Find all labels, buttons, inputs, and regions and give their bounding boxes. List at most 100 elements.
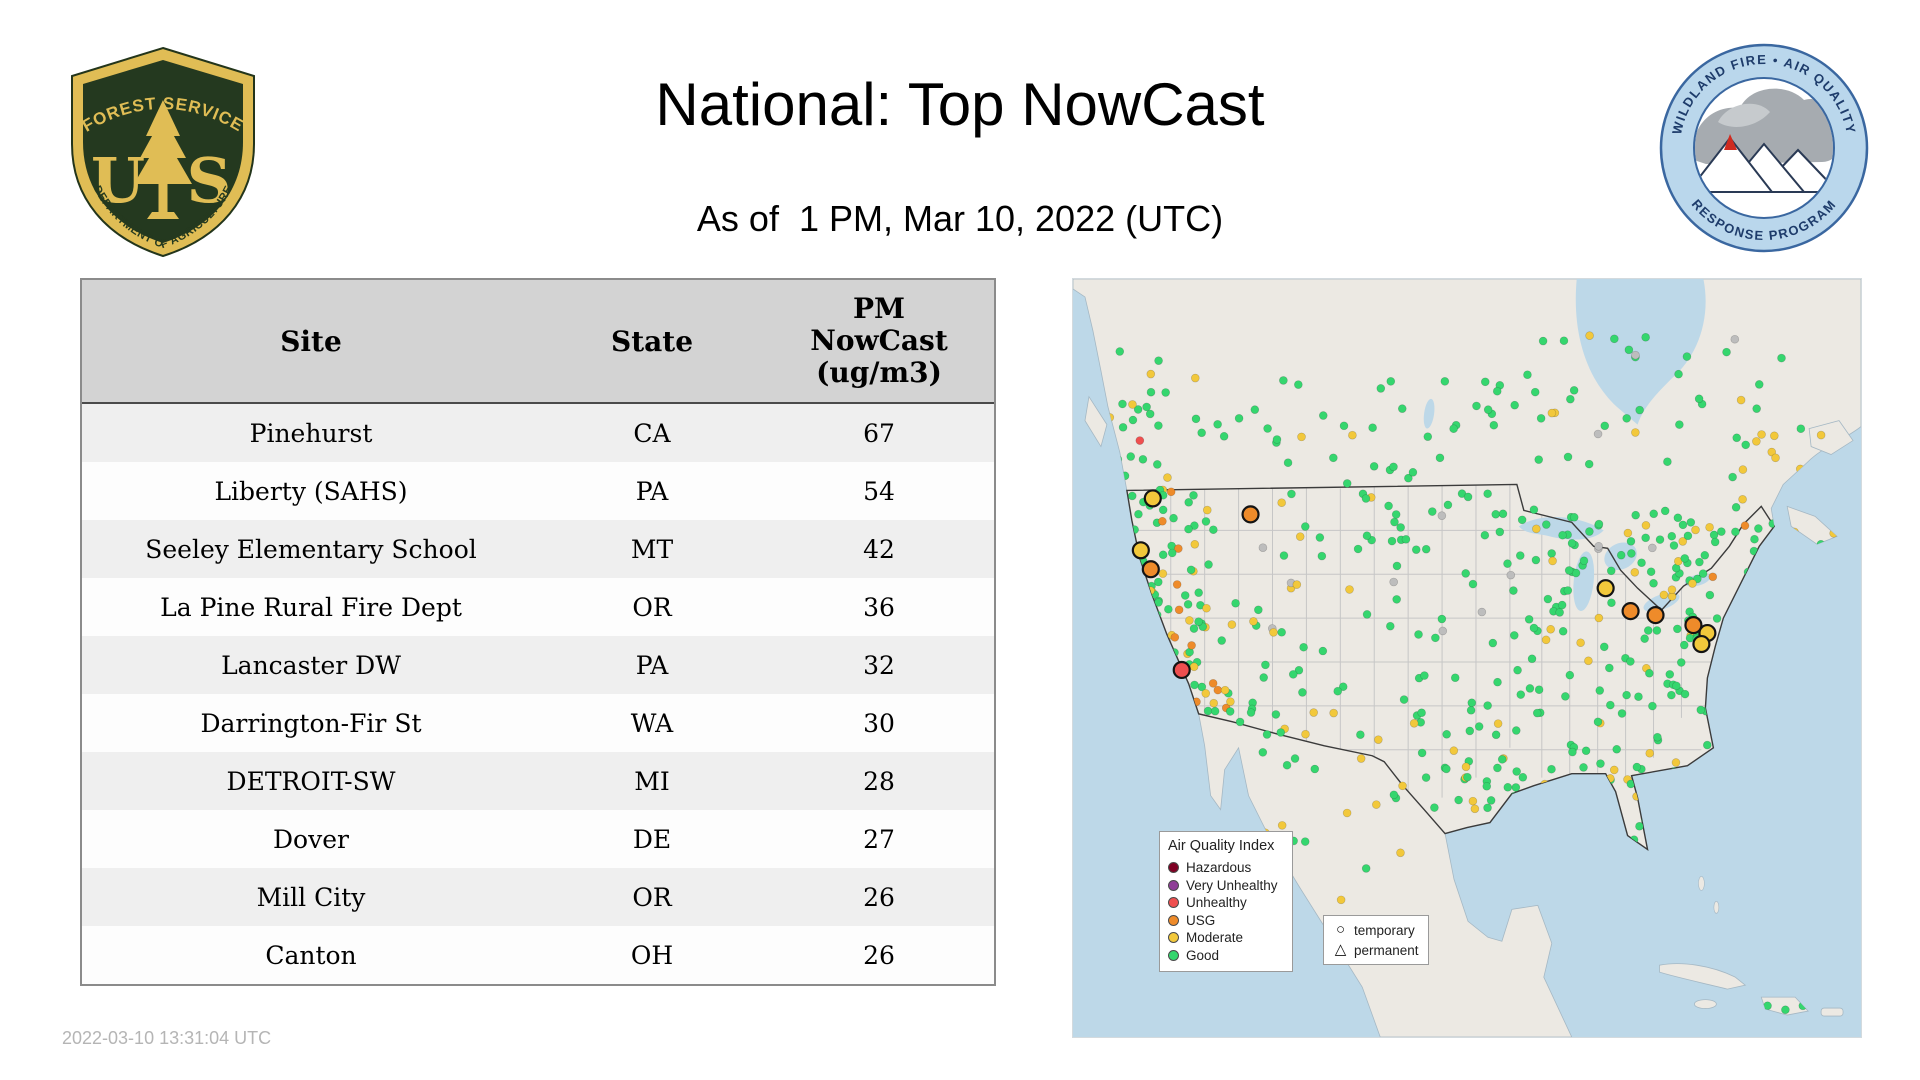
aqi-site-dot <box>1180 591 1190 600</box>
aqi-site-dot <box>1640 634 1649 643</box>
table-row: Mill City OR 26 <box>82 868 994 926</box>
aqi-site-dot <box>1517 515 1527 525</box>
aqi-site-dot <box>1263 424 1272 433</box>
aqi-site-dot <box>1213 685 1223 695</box>
aqi-site-dot <box>1616 550 1626 560</box>
aqi-site-dot <box>1209 698 1219 708</box>
aqi-site-dot <box>1816 430 1826 440</box>
aqi-site-dot <box>1301 522 1310 531</box>
aqi-site-dot <box>1536 414 1546 423</box>
site-cell: Lancaster DW <box>221 650 401 680</box>
aqi-site-dot <box>1391 510 1401 519</box>
aqi-site-dot <box>1558 626 1568 636</box>
aqi-site-dot <box>1336 895 1346 905</box>
aqi-site-dot <box>1738 495 1747 504</box>
aqi-site-dot <box>1174 544 1183 553</box>
aqi-site-dot <box>1606 566 1616 576</box>
aqi-site-dot <box>1679 640 1689 650</box>
table-row: Liberty (SAHS) PA 54 <box>82 462 994 520</box>
aqi-site-dot <box>1261 660 1270 670</box>
aqi-site-dot <box>1342 479 1352 488</box>
aqi-site-dot <box>1483 405 1493 414</box>
aqi-site-dot <box>1279 376 1288 385</box>
aqi-site-dot <box>1271 710 1281 719</box>
aqi-site-dot <box>1133 405 1143 414</box>
aqi-site-dot <box>1398 781 1407 791</box>
aqi-site-dot <box>1345 585 1354 594</box>
table-header: Site State PM NowCast (ug/m3) <box>82 280 994 404</box>
aqi-site-dot <box>1691 525 1700 535</box>
aqi-site-dot <box>1329 453 1338 463</box>
aqi-site-dot <box>1386 621 1395 631</box>
aqi-site-dot <box>1203 706 1213 716</box>
aqi-site-dot <box>1599 642 1609 652</box>
site-cell: DETROIT-SW <box>226 766 396 796</box>
aqi-site-dot <box>1525 684 1535 693</box>
value-cell: 26 <box>863 882 895 912</box>
aqi-site-dot <box>1283 458 1293 468</box>
aqi-site-dot <box>1491 730 1501 740</box>
aqi-site-dot <box>1631 428 1640 437</box>
aqi-site-dot <box>1612 744 1622 754</box>
value-cell: 67 <box>863 418 895 448</box>
aqi-site-dot <box>1605 663 1614 673</box>
aqi-site-dot <box>1563 452 1573 462</box>
aqi-site-dot <box>1579 556 1589 566</box>
aqi-site-dot <box>1594 519 1604 529</box>
aqi-site-dot <box>1470 804 1480 814</box>
aqi-site-dot <box>1709 530 1719 540</box>
aqi-site-dot <box>1437 614 1447 624</box>
timestamp: 2022-03-10 13:31:04 UTC <box>62 1028 272 1048</box>
aqi-site-dot <box>1210 706 1220 716</box>
aqi-site-dot <box>1731 527 1740 537</box>
aqi-site-dot <box>1290 754 1300 763</box>
aqi-site-dot <box>1361 864 1371 873</box>
aqi-site-dot <box>1736 395 1746 405</box>
aqi-site-dot <box>1617 709 1627 718</box>
aqi-site-dot <box>1309 708 1318 717</box>
aqi-site-dot <box>1752 404 1761 413</box>
aqi-site-dot <box>1752 437 1761 446</box>
aqi-site-dot <box>1315 533 1325 542</box>
aqi-site-dot <box>1287 489 1296 499</box>
aqi-site-dot <box>1489 420 1499 430</box>
aqi-site-dot <box>1532 708 1542 718</box>
aqi-site-dot <box>1683 531 1693 541</box>
column-header-state: State <box>540 280 764 404</box>
state-cell: DE <box>632 824 672 854</box>
aqi-site-dot <box>1641 332 1650 342</box>
aqi-site-dot <box>1466 705 1476 715</box>
aqi-site-dot <box>1740 521 1750 530</box>
site-type-item: △ permanent <box>1333 940 1419 960</box>
aqi-site-dot <box>1680 689 1690 699</box>
site-type-legend: ○ temporary △ permanent <box>1323 915 1429 965</box>
aqi-site-dot <box>1142 402 1151 412</box>
aqi-site-dot <box>1593 717 1603 727</box>
aqi-site-dot <box>1220 685 1230 695</box>
aqi-site-dot <box>1384 501 1393 511</box>
aqi-site-dot <box>1659 590 1669 600</box>
aqi-site-dot <box>1495 527 1505 537</box>
aqi-site-dot <box>1353 544 1363 554</box>
aqi-site-dot <box>1700 550 1710 560</box>
table-row: Darrington-Fir St WA 30 <box>82 694 994 752</box>
aqi-site-dot <box>1569 512 1579 522</box>
aqi-site-dot <box>1518 772 1528 782</box>
aqi-site-dot <box>1411 545 1421 554</box>
value-cell: 42 <box>863 534 895 564</box>
aqi-site-dot <box>1420 671 1429 680</box>
aqi-site-dot <box>1667 585 1677 594</box>
aqi-site-marker <box>1172 660 1191 680</box>
site-cell: Darrington-Fir St <box>200 708 422 738</box>
aqi-site-dot <box>1607 598 1616 608</box>
aqi-site-marker <box>1684 616 1703 635</box>
aqi-site-dot <box>1631 510 1640 520</box>
aqi-site-dot <box>1728 472 1737 482</box>
aqi-site-dot <box>1209 525 1218 535</box>
aqi-site-dot <box>1498 509 1508 519</box>
aqi-legend-items: Hazardous Very Unhealthy Unhealthy USG Moder… <box>1168 859 1284 964</box>
aqi-site-dot <box>1417 748 1427 758</box>
aqi-site-dot <box>1392 561 1402 571</box>
aqi-site-dot <box>1634 692 1643 701</box>
aqi-site-dot <box>1362 610 1372 619</box>
